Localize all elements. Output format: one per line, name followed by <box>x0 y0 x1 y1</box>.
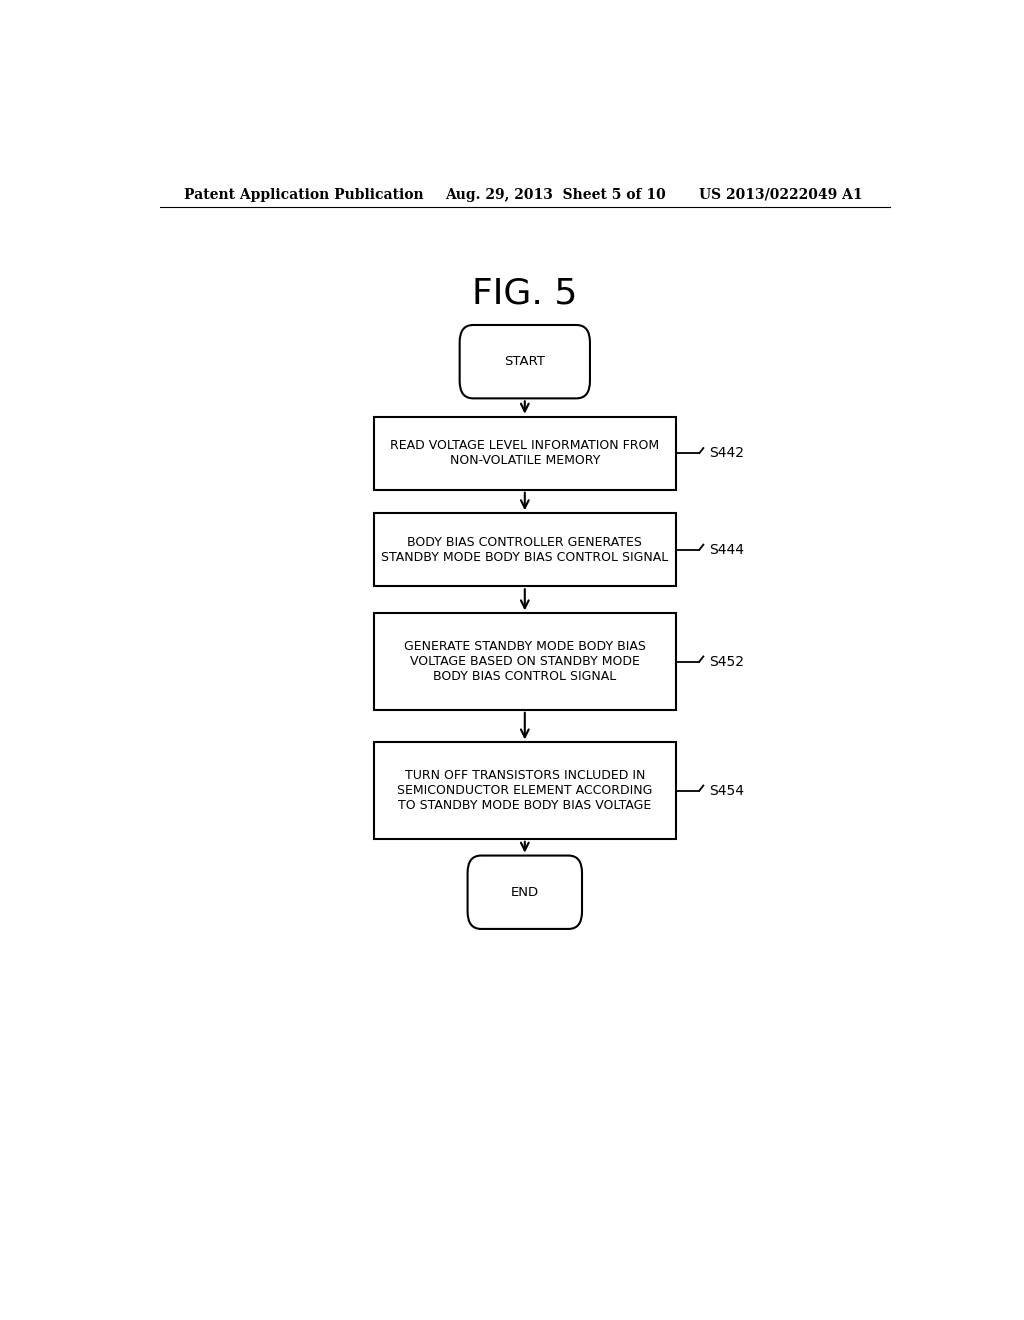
Text: TURN OFF TRANSISTORS INCLUDED IN
SEMICONDUCTOR ELEMENT ACCORDING
TO STANDBY MODE: TURN OFF TRANSISTORS INCLUDED IN SEMICON… <box>397 770 652 812</box>
Text: Patent Application Publication: Patent Application Publication <box>183 187 423 202</box>
Text: S452: S452 <box>709 655 743 668</box>
Text: START: START <box>505 355 545 368</box>
Bar <box>374 742 676 840</box>
Text: END: END <box>511 886 539 899</box>
Bar <box>374 513 676 586</box>
Text: BODY BIAS CONTROLLER GENERATES
STANDBY MODE BODY BIAS CONTROL SIGNAL: BODY BIAS CONTROLLER GENERATES STANDBY M… <box>381 536 669 564</box>
Text: US 2013/0222049 A1: US 2013/0222049 A1 <box>699 187 863 202</box>
Text: S442: S442 <box>709 446 743 461</box>
FancyBboxPatch shape <box>468 855 582 929</box>
Text: S454: S454 <box>709 784 743 797</box>
FancyBboxPatch shape <box>460 325 590 399</box>
Bar <box>374 614 676 710</box>
Text: FIG. 5: FIG. 5 <box>472 277 578 310</box>
Text: Aug. 29, 2013  Sheet 5 of 10: Aug. 29, 2013 Sheet 5 of 10 <box>445 187 667 202</box>
Text: S444: S444 <box>709 543 743 557</box>
Text: GENERATE STANDBY MODE BODY BIAS
VOLTAGE BASED ON STANDBY MODE
BODY BIAS CONTROL : GENERATE STANDBY MODE BODY BIAS VOLTAGE … <box>403 640 646 682</box>
Bar <box>374 417 676 490</box>
Text: READ VOLTAGE LEVEL INFORMATION FROM
NON-VOLATILE MEMORY: READ VOLTAGE LEVEL INFORMATION FROM NON-… <box>390 440 659 467</box>
